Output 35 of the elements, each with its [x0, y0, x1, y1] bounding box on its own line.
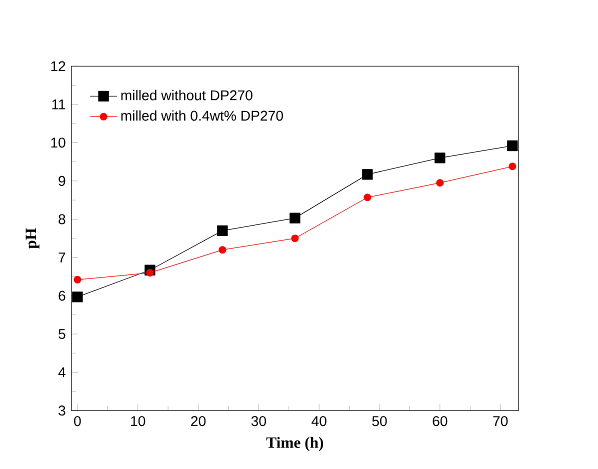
legend-label: milled with 0.4wt% DP270	[121, 110, 283, 121]
y-tick-label: 6	[58, 290, 66, 301]
x-tick-label: 0	[74, 416, 81, 426]
y-tick-label: 7	[58, 252, 66, 263]
y-tick-label: 5	[58, 329, 66, 340]
x-tick-label: 20	[191, 416, 206, 426]
y-tick-label: 10	[51, 138, 66, 148]
x-tick-label: 50	[372, 416, 387, 426]
y-tick-label: 4	[58, 368, 66, 378]
x-tick-label: 30	[251, 416, 266, 426]
point	[290, 212, 300, 224]
point	[291, 234, 299, 242]
y-tick-label: 3	[58, 406, 66, 416]
y-axis-title: pH	[26, 228, 40, 249]
point	[74, 276, 82, 284]
point	[217, 226, 228, 236]
x-tick-label: 70	[493, 416, 508, 426]
point	[362, 169, 373, 180]
x-axis-title: Time (h)	[266, 437, 324, 452]
x-tick-label: 60	[432, 416, 448, 426]
point	[364, 194, 372, 202]
y-tick-label: 11	[52, 100, 66, 110]
point	[436, 179, 444, 187]
y-tick-label: 9	[58, 176, 66, 186]
y-tick-label: 12	[51, 61, 66, 72]
x-tick-label: 40	[312, 416, 326, 426]
x-tick-label: 10	[131, 416, 146, 426]
point	[434, 152, 446, 164]
point	[72, 292, 83, 302]
point	[218, 246, 226, 254]
y-tick-label: 8	[58, 214, 66, 224]
point	[508, 162, 516, 170]
point	[146, 269, 154, 277]
legend-label: milled without DP270	[121, 90, 252, 101]
point	[507, 140, 518, 152]
